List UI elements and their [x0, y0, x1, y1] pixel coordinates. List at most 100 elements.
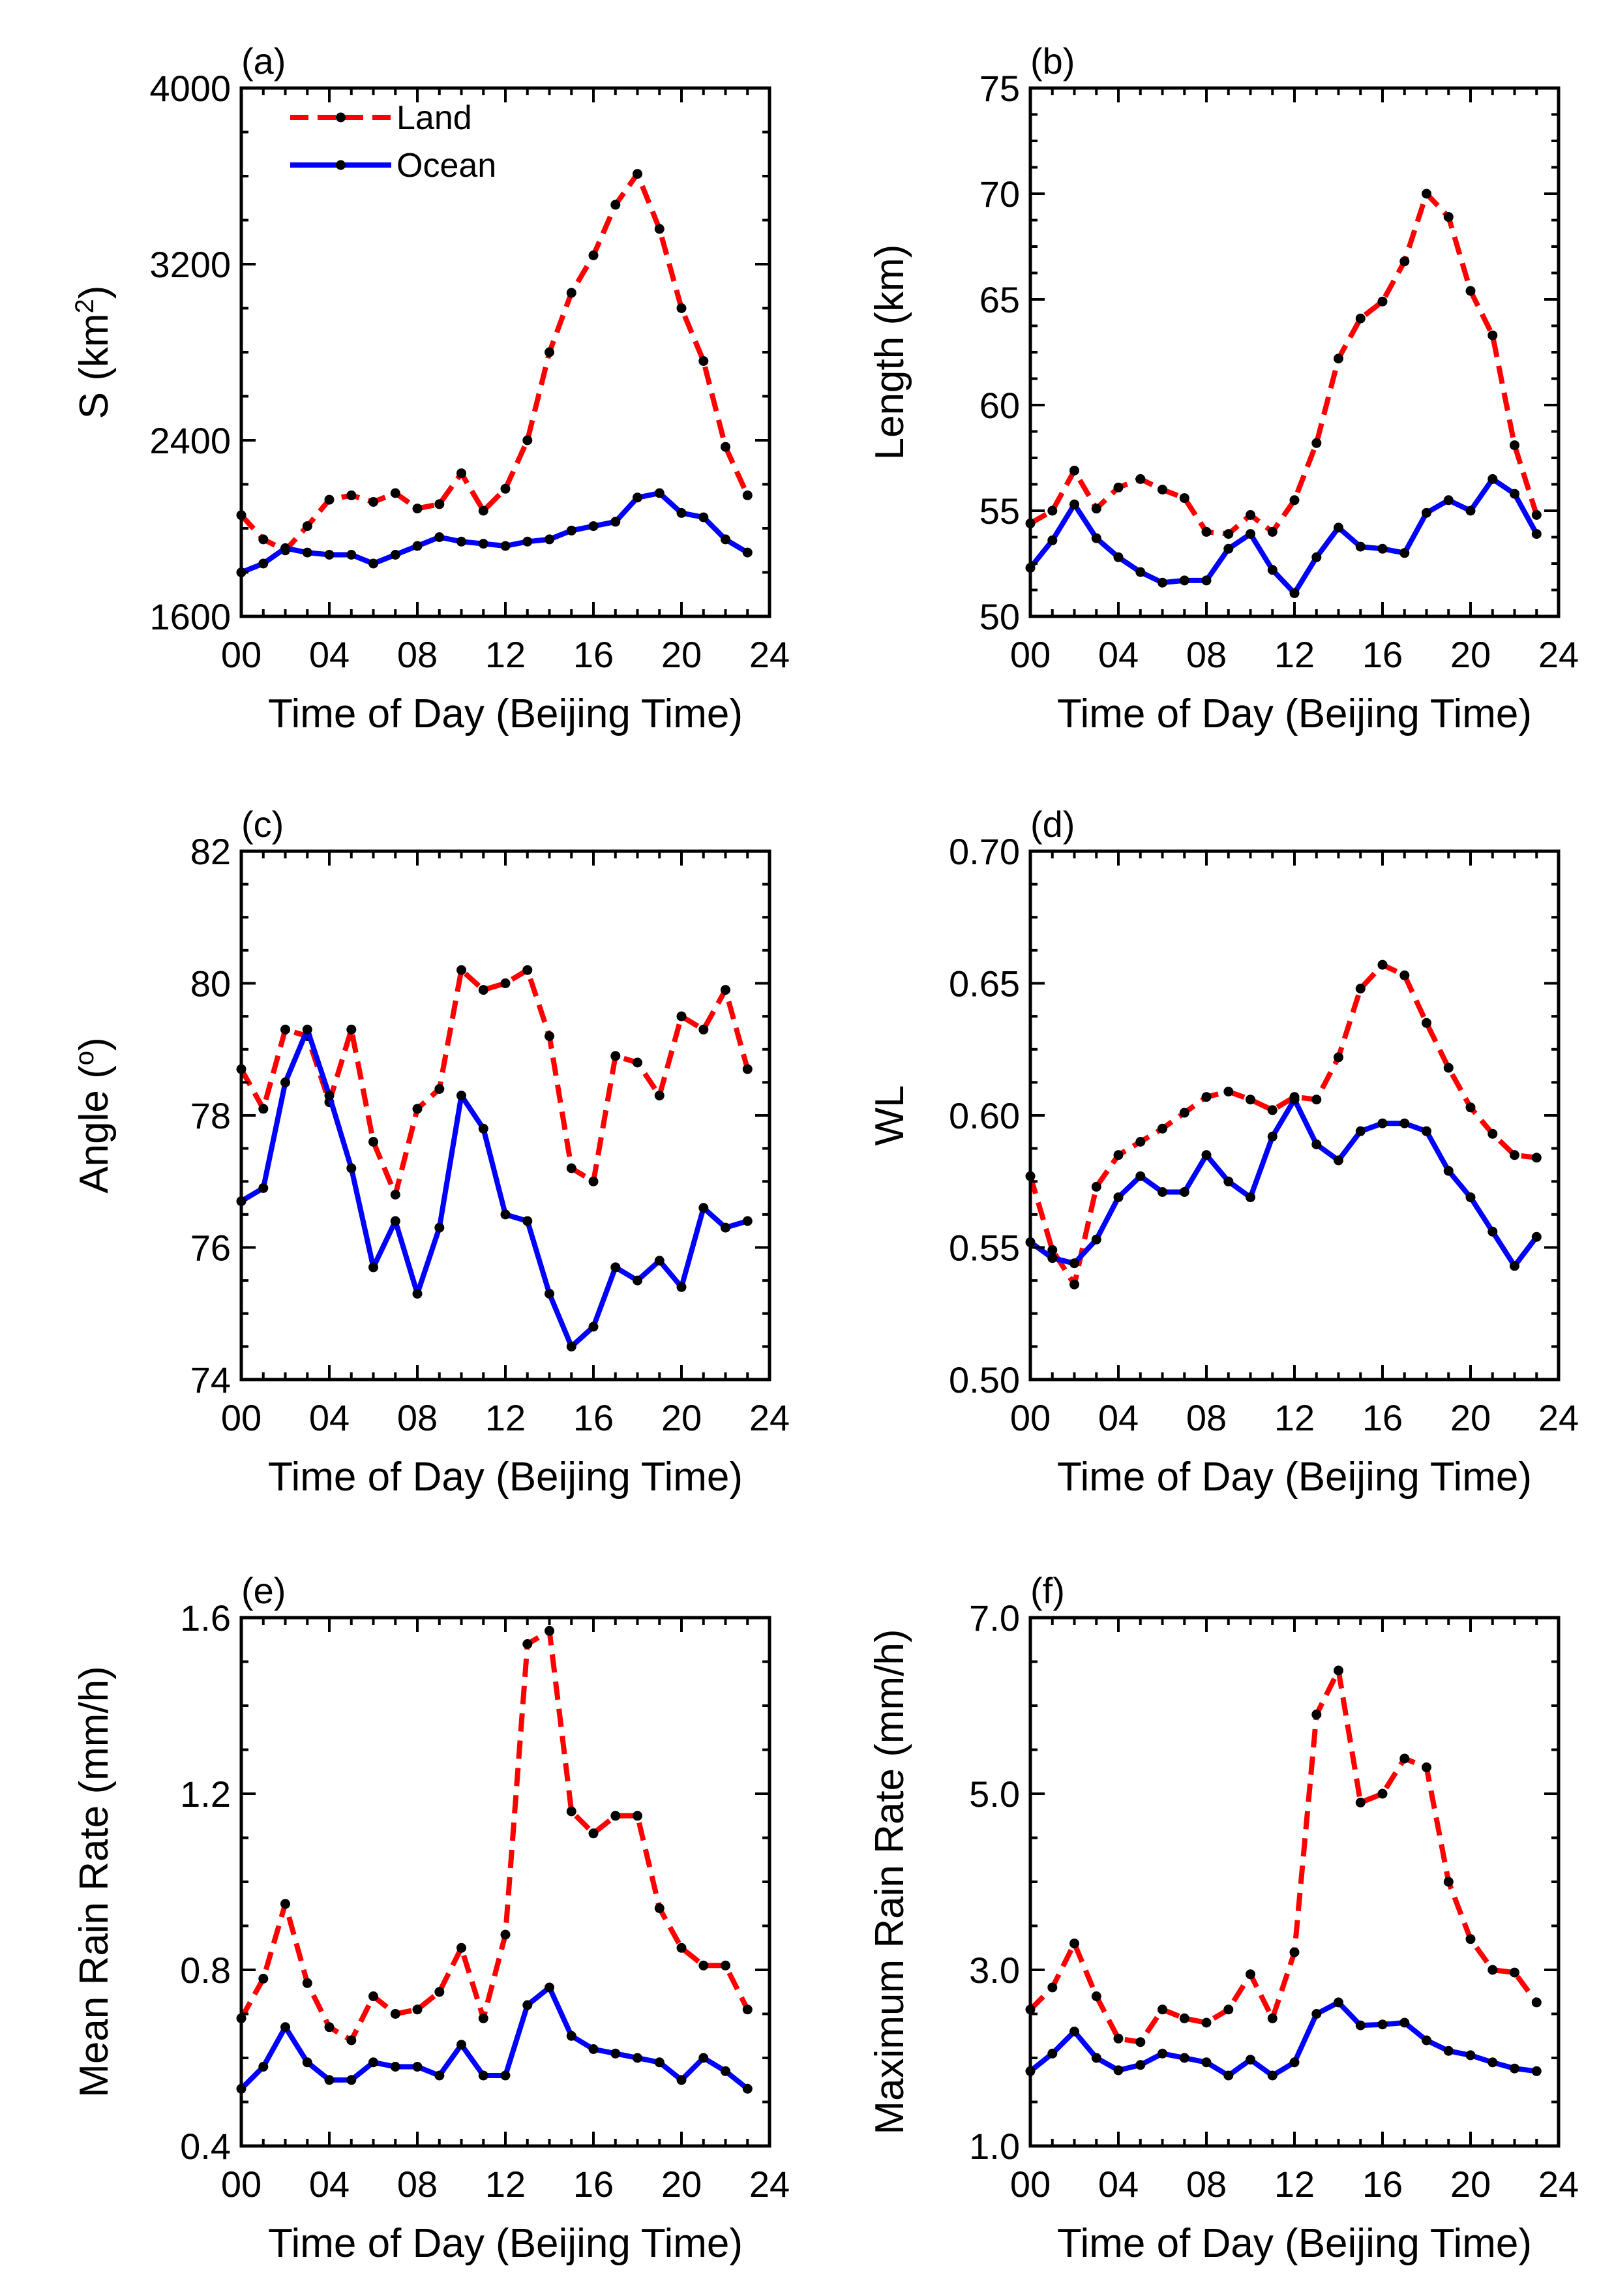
point-ocean-f-23	[1531, 2066, 1542, 2076]
point-ocean-f-5	[1135, 2060, 1146, 2070]
point-land-f-19	[1443, 1877, 1454, 1887]
point-land-a-12	[500, 483, 511, 494]
point-land-a-14	[545, 347, 554, 357]
point-land-f-16	[1377, 1789, 1388, 1799]
ytick-label-d-1: 0.55	[949, 1228, 1020, 1269]
xtick-label-d-0: 00	[1010, 1397, 1051, 1438]
point-ocean-f-16	[1377, 2019, 1388, 2030]
point-ocean-b-23	[1531, 529, 1542, 539]
point-ocean-b-19	[1443, 495, 1454, 506]
point-ocean-f-6	[1158, 2048, 1167, 2059]
point-land-d-14	[1334, 1052, 1343, 1063]
point-land-f-23	[1531, 1997, 1542, 2008]
ytick-label-b-4: 70	[979, 174, 1020, 215]
point-land-f-6	[1158, 2004, 1167, 2015]
point-land-c-13	[522, 965, 533, 975]
point-land-c-21	[698, 1024, 709, 1035]
ytick-label-a-1: 2400	[149, 420, 231, 461]
point-land-e-14	[545, 1625, 554, 1636]
xtick-label-f-0: 00	[1010, 2164, 1051, 2205]
point-land-e-5	[346, 2035, 357, 2046]
point-land-d-18	[1422, 1018, 1431, 1028]
point-land-e-4	[324, 2022, 335, 2032]
xtick-label-b-1: 04	[1098, 634, 1139, 675]
ytick-label-a-3: 4000	[149, 68, 231, 109]
point-ocean-a-14	[545, 534, 554, 545]
point-ocean-b-9	[1223, 543, 1234, 554]
point-land-d-3	[1091, 1181, 1101, 1192]
point-ocean-b-6	[1158, 577, 1167, 588]
point-land-f-8	[1201, 2017, 1212, 2028]
point-ocean-a-20	[676, 507, 687, 518]
point-land-d-20	[1465, 1102, 1476, 1113]
panel-label-c: (c)	[241, 804, 284, 845]
x-axis-label-a: Time of Day (Beijing Time)	[268, 691, 743, 736]
point-ocean-c-11	[478, 1123, 488, 1134]
point-ocean-d-4	[1113, 1192, 1124, 1203]
point-ocean-b-5	[1135, 567, 1146, 577]
point-ocean-a-22	[721, 534, 730, 545]
point-ocean-d-23	[1531, 1231, 1542, 1242]
point-land-b-16	[1377, 296, 1388, 307]
point-ocean-b-2	[1069, 499, 1079, 509]
point-ocean-a-4	[324, 550, 335, 560]
ytick-label-b-5: 75	[979, 68, 1020, 109]
point-land-c-14	[545, 1031, 554, 1041]
point-ocean-c-8	[412, 1288, 423, 1299]
xtick-label-e-5: 20	[661, 2164, 702, 2205]
point-ocean-c-23	[742, 1216, 753, 1226]
point-land-e-10	[456, 1942, 466, 1953]
ytick-label-f-3: 7.0	[969, 1597, 1020, 1639]
point-ocean-b-21	[1487, 474, 1498, 484]
point-land-b-19	[1443, 212, 1454, 222]
series-line-land-b	[1029, 191, 1540, 537]
point-ocean-e-17	[610, 2048, 621, 2059]
point-land-f-2	[1069, 1939, 1079, 1948]
plot-frame-d	[1028, 849, 1561, 1382]
point-ocean-c-1	[258, 1183, 269, 1193]
ytick-label-a-0: 1600	[149, 596, 231, 637]
point-ocean-f-4	[1113, 2065, 1124, 2076]
point-land-e-9	[434, 1987, 445, 1997]
point-land-c-17	[610, 1051, 621, 1061]
point-land-a-7	[390, 488, 400, 498]
point-land-e-12	[500, 1929, 511, 1940]
point-ocean-d-19	[1443, 1166, 1454, 1176]
point-land-e-11	[478, 2013, 488, 2023]
series-line-ocean-c	[239, 1027, 749, 1350]
point-land-b-10	[1246, 510, 1255, 520]
series-line-land-c	[239, 967, 751, 1198]
point-ocean-b-20	[1465, 506, 1476, 516]
xtick-label-e-3: 12	[485, 2164, 526, 2205]
point-ocean-b-12	[1289, 588, 1300, 598]
point-land-a-20	[676, 303, 687, 313]
xtick-label-f-6: 24	[1538, 2164, 1579, 2205]
point-ocean-a-19	[654, 488, 665, 498]
point-land-f-15	[1355, 1798, 1366, 1807]
point-ocean-e-13	[522, 2000, 533, 2010]
y-axis-label-end-c: )	[72, 1037, 117, 1051]
xtick-label-e-4: 16	[573, 2164, 614, 2205]
y-axis-label-end-a: )	[72, 286, 117, 299]
panel-label-e: (e)	[241, 1570, 286, 1611]
series-line-ocean-d	[1028, 1096, 1539, 1269]
ytick-label-a-2: 3200	[149, 244, 231, 285]
point-land-c-16	[588, 1176, 599, 1186]
point-ocean-f-9	[1223, 2070, 1234, 2081]
xtick-label-f-4: 16	[1362, 2164, 1403, 2205]
point-ocean-c-12	[500, 1209, 511, 1220]
xtick-label-d-1: 04	[1098, 1397, 1139, 1438]
point-ocean-e-23	[742, 2083, 753, 2094]
plot-frame-e	[239, 1616, 771, 2148]
point-land-f-18	[1422, 1762, 1431, 1772]
series-line-ocean-a	[240, 491, 749, 575]
point-land-b-4	[1113, 482, 1124, 492]
point-ocean-e-10	[456, 2040, 466, 2050]
point-ocean-f-17	[1399, 2017, 1410, 2028]
point-ocean-a-21	[698, 512, 709, 522]
point-ocean-a-15	[566, 525, 576, 536]
point-ocean-a-7	[390, 550, 400, 560]
point-ocean-e-19	[654, 2057, 665, 2068]
